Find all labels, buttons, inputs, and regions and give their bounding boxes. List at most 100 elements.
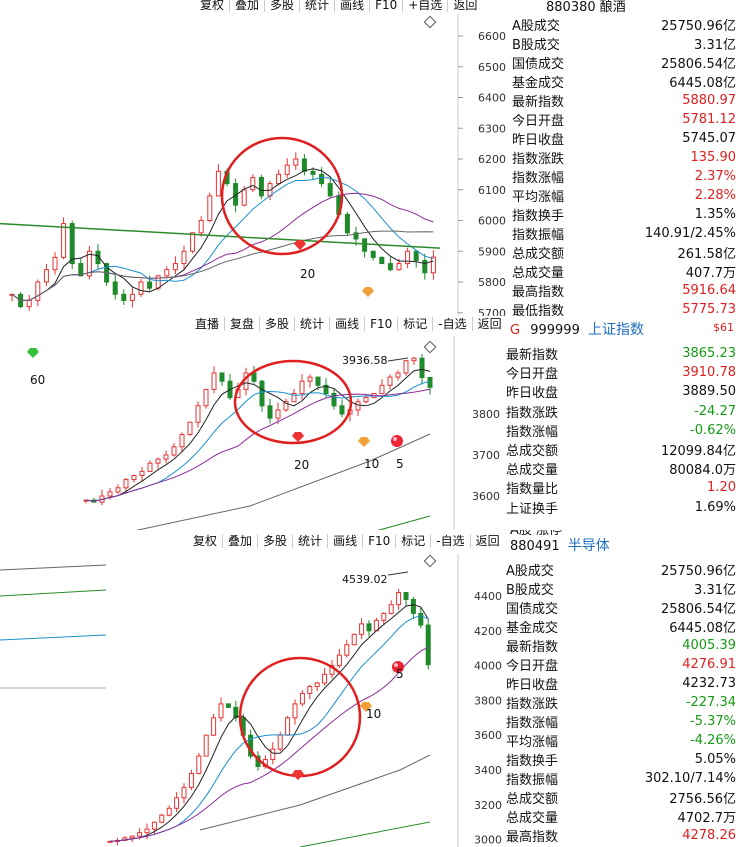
candle-body bbox=[250, 176, 256, 191]
red-gem-icon bbox=[292, 770, 304, 780]
info-label: 指数换手 bbox=[512, 209, 565, 224]
info-label: 国债成交 bbox=[512, 57, 565, 72]
candle-body bbox=[259, 380, 265, 407]
info-value: 3865.23 bbox=[682, 346, 736, 361]
ma120-line bbox=[0, 222, 441, 249]
y-tick-label: 3600 bbox=[472, 490, 500, 503]
toolbar-button[interactable]: 统计 bbox=[292, 534, 327, 548]
info-row: 总成交额 12099.84亿 bbox=[506, 440, 740, 459]
toolbar-button[interactable]: 统计 bbox=[294, 317, 329, 331]
info-row: 指数涨跌 -24.27 bbox=[506, 402, 740, 421]
info-row: 指数换手 5.05% bbox=[506, 750, 740, 769]
toolbar-button[interactable]: 复权 bbox=[193, 534, 218, 548]
info-label: 基金成交 bbox=[512, 76, 565, 91]
candle-body bbox=[196, 755, 202, 774]
candle-body bbox=[78, 263, 84, 277]
toolbar-button[interactable]: 标记 bbox=[397, 317, 432, 331]
toolbar-button[interactable]: 直播 bbox=[195, 317, 220, 331]
info-label: 总成交量 bbox=[512, 266, 565, 281]
toolbar-button[interactable]: 标记 bbox=[395, 534, 430, 548]
kline-chart-semiconductor[interactable]: 4400 4200 4000 3800 3600 3400 3200 3000 4539.02 1… bbox=[0, 530, 506, 847]
candle-body bbox=[339, 405, 345, 415]
candle-body bbox=[144, 828, 150, 834]
candle-body bbox=[195, 405, 201, 423]
candle-body bbox=[419, 357, 425, 379]
candle-body bbox=[215, 170, 221, 197]
candle-body bbox=[86, 250, 92, 277]
candle-body bbox=[163, 454, 169, 460]
toolbar-button[interactable]: 返回 bbox=[447, 0, 482, 12]
y-tick-label: 3700 bbox=[472, 449, 500, 462]
toolbar-button[interactable]: 复盘 bbox=[224, 317, 259, 331]
candle-body bbox=[322, 673, 328, 684]
info-row: 指数涨幅 -5.37% bbox=[506, 712, 740, 731]
candle-body bbox=[121, 293, 127, 301]
candle-body bbox=[387, 263, 393, 271]
candle-body bbox=[359, 623, 365, 635]
toolbar-button[interactable]: 返回 bbox=[471, 317, 507, 331]
gem-label: 10 bbox=[364, 457, 379, 471]
candle-body bbox=[353, 232, 359, 240]
stock-name[interactable]: 上证指数 bbox=[588, 322, 644, 338]
candle-body bbox=[131, 475, 137, 481]
info-panel-semiconductor: A股 涨停 45 880491 半导体 A股成交 25750.96亿 B股成交 3.3… bbox=[506, 530, 740, 847]
toolbar-button[interactable]: -自选 bbox=[432, 317, 471, 331]
toolbar-button[interactable]: 复权 bbox=[200, 0, 225, 12]
gem-label: 60 bbox=[30, 373, 45, 387]
kline-chart-shanghai[interactable]: 3800 3700 3600 3936.58 60 20 10 5 bbox=[0, 316, 506, 554]
ma5-line bbox=[109, 604, 429, 842]
toolbar-button[interactable]: 多股 bbox=[257, 534, 292, 548]
candle-body bbox=[405, 250, 411, 265]
orange-gem-icon bbox=[360, 702, 372, 712]
toolbar-button[interactable]: -自选 bbox=[430, 534, 469, 548]
info-row: 指数振幅 140.91/2.45% bbox=[512, 224, 740, 243]
info-value: 5775.73 bbox=[682, 302, 736, 317]
ma60-line bbox=[199, 754, 431, 831]
candle-body bbox=[159, 814, 165, 823]
candle-body bbox=[388, 604, 394, 614]
candle-body bbox=[366, 623, 372, 632]
stock-code: 880491 bbox=[510, 539, 560, 554]
diamond-icon bbox=[423, 15, 437, 29]
toolbar-button[interactable]: +自选 bbox=[402, 0, 447, 12]
candle-body bbox=[323, 384, 329, 395]
toolbar-button[interactable]: 多股 bbox=[259, 317, 294, 331]
candle-body bbox=[270, 748, 276, 761]
y-tick-label: 6100 bbox=[478, 184, 506, 197]
candle-body bbox=[203, 388, 209, 407]
toolbar-button[interactable]: F10 bbox=[369, 0, 402, 12]
toolbar-button[interactable]: 返回 bbox=[469, 534, 505, 548]
candle-body bbox=[396, 263, 402, 271]
candle-body bbox=[267, 405, 273, 419]
toolbar-button[interactable]: 叠加 bbox=[229, 0, 264, 12]
stock-name[interactable]: 半导体 bbox=[567, 538, 610, 554]
info-row: 最低指数 5775.73 bbox=[512, 300, 740, 319]
info-label: 最新指数 bbox=[512, 95, 565, 110]
candle-body bbox=[327, 183, 333, 197]
toolbar-button[interactable]: 叠加 bbox=[222, 534, 257, 548]
kline-chart-liquor[interactable]: 6600650064006300620061006000590058005700… bbox=[0, 0, 510, 336]
info-value: -227.34 bbox=[685, 695, 736, 710]
info-value: 25750.96亿 bbox=[660, 564, 736, 579]
info-value: 1.35% bbox=[694, 207, 736, 222]
red-gem-icon bbox=[292, 432, 304, 442]
info-label: 今日开盘 bbox=[506, 367, 559, 383]
toolbar-button[interactable]: F10 bbox=[364, 317, 397, 331]
toolbar-button[interactable]: F10 bbox=[362, 534, 395, 548]
candle-body bbox=[275, 409, 281, 419]
info-value: 4005.39 bbox=[682, 638, 736, 653]
candle-body bbox=[52, 256, 58, 271]
ma60-fragment bbox=[0, 564, 107, 571]
peak-label: 4539.02 bbox=[342, 573, 388, 586]
toolbar-button[interactable]: 画线 bbox=[329, 317, 364, 331]
candle-body bbox=[198, 220, 204, 234]
candle-body bbox=[370, 250, 376, 258]
toolbar-button[interactable]: 统计 bbox=[299, 0, 334, 12]
toolbar-button[interactable]: 多股 bbox=[264, 0, 299, 12]
peak-pointer bbox=[387, 571, 409, 576]
info-value: 1.69% bbox=[694, 499, 736, 515]
info-row: 指数量比 1.20 bbox=[506, 478, 740, 497]
ma120-fragment bbox=[0, 589, 107, 597]
toolbar-button[interactable]: 画线 bbox=[327, 534, 362, 548]
toolbar-button[interactable]: 画线 bbox=[334, 0, 369, 12]
